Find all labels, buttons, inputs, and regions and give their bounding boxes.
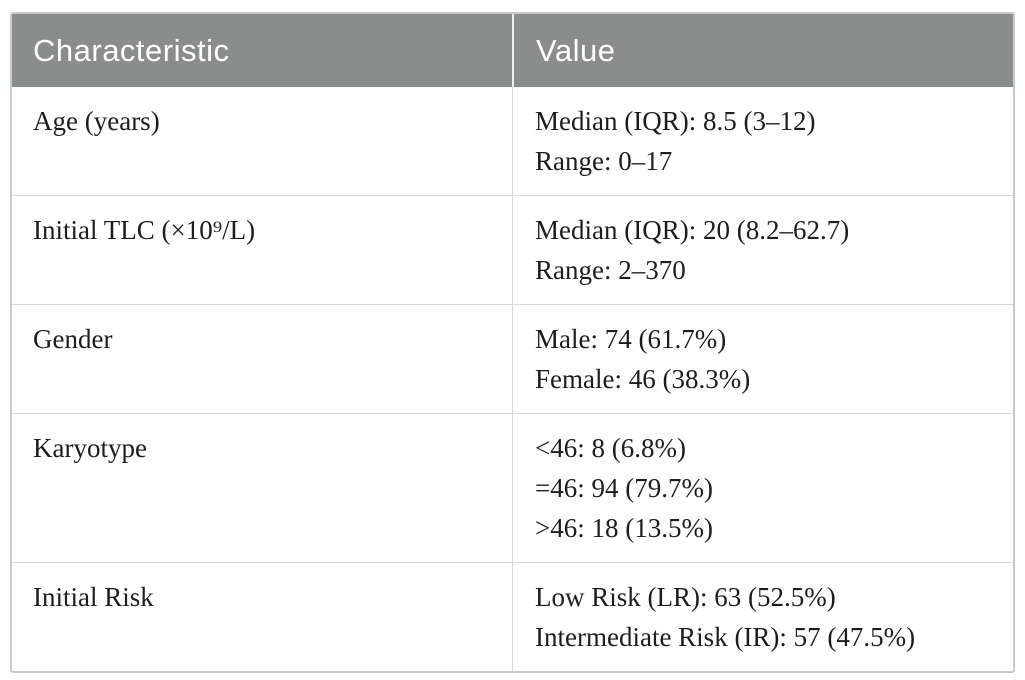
- value-line: Range: 0–17: [535, 146, 673, 176]
- value-line: Median (IQR): 8.5 (3–12): [535, 106, 816, 136]
- column-header-characteristic: Characteristic: [33, 32, 230, 68]
- value-line: <46: 8 (6.8%): [535, 433, 686, 463]
- table-row: Age (years) Median (IQR): 8.5 (3–12) Rang…: [12, 87, 1013, 195]
- value-line: Median (IQR): 20 (8.2–62.7): [535, 215, 850, 245]
- characteristic-cell: Gender: [33, 324, 113, 354]
- table-row: Initial Risk Low Risk (LR): 63 (52.5%) In…: [12, 562, 1013, 671]
- table-row: Karyotype <46: 8 (6.8%) =46: 94 (79.7%) >4…: [12, 413, 1013, 562]
- table-row: Gender Male: 74 (61.7%) Female: 46 (38.3%…: [12, 304, 1013, 413]
- value-line: =46: 94 (79.7%): [535, 473, 713, 503]
- table-row: Initial TLC (×10⁹/L) Median (IQR): 20 (8…: [12, 195, 1013, 304]
- value-line: Low Risk (LR): 63 (52.5%): [535, 582, 836, 612]
- value-line: Range: 2–370: [535, 255, 686, 285]
- value-cell: Male: 74 (61.7%) Female: 46 (38.3%): [512, 305, 1013, 413]
- characteristic-cell: Age (years): [33, 106, 160, 136]
- table-body: Age (years) Median (IQR): 8.5 (3–12) Rang…: [12, 87, 1013, 671]
- value-line: Female: 46 (38.3%): [535, 364, 751, 394]
- characteristic-cell: Karyotype: [33, 433, 147, 463]
- value-cell: Median (IQR): 20 (8.2–62.7) Range: 2–370: [512, 196, 1013, 304]
- value-line: Male: 74 (61.7%): [535, 324, 727, 354]
- patient-characteristics-table: Characteristic Value Age (years) Median …: [10, 12, 1015, 673]
- value-cell: Low Risk (LR): 63 (52.5%) Intermediate Ri…: [512, 563, 1013, 671]
- value-line: >46: 18 (13.5%): [535, 513, 713, 543]
- value-line: Intermediate Risk (IR): 57 (47.5%): [535, 622, 916, 652]
- characteristic-cell: Initial Risk: [33, 582, 154, 612]
- table-header-row: Characteristic Value: [12, 14, 1013, 87]
- value-cell: <46: 8 (6.8%) =46: 94 (79.7%) >46: 18 (13.…: [512, 414, 1013, 562]
- characteristic-cell: Initial TLC (×10⁹/L): [33, 215, 256, 245]
- column-header-value: Value: [512, 14, 1013, 87]
- value-cell: Median (IQR): 8.5 (3–12) Range: 0–17: [512, 87, 1013, 195]
